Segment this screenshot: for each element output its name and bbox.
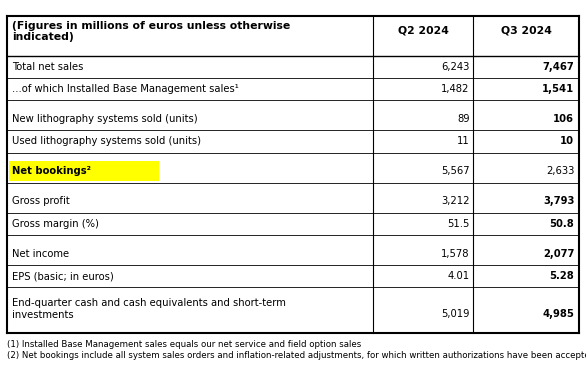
Text: New lithography systems sold (units): New lithography systems sold (units) <box>12 114 197 124</box>
Text: End-quarter cash and cash equivalents and short-term
investments: End-quarter cash and cash equivalents an… <box>12 298 285 320</box>
Text: 1,578: 1,578 <box>441 249 469 259</box>
Text: 3,212: 3,212 <box>441 196 469 207</box>
Text: Q3 2024: Q3 2024 <box>500 26 551 36</box>
Text: 5,019: 5,019 <box>441 309 469 319</box>
Text: Net bookings²: Net bookings² <box>12 166 91 176</box>
Text: 106: 106 <box>553 114 574 124</box>
Text: 2,077: 2,077 <box>543 249 574 259</box>
Text: (Figures in millions of euros unless otherwise
indicated): (Figures in millions of euros unless oth… <box>12 21 290 42</box>
Text: 11: 11 <box>457 136 469 146</box>
Text: 5.28: 5.28 <box>550 271 574 281</box>
Text: 1,541: 1,541 <box>542 84 574 94</box>
Text: Gross profit: Gross profit <box>12 196 70 207</box>
Text: 4,985: 4,985 <box>543 309 574 319</box>
Text: EPS (basic; in euros): EPS (basic; in euros) <box>12 271 114 281</box>
Text: 5,567: 5,567 <box>441 166 469 176</box>
Text: 1,482: 1,482 <box>441 84 469 94</box>
Text: 2,633: 2,633 <box>546 166 574 176</box>
Text: Net income: Net income <box>12 249 69 259</box>
Text: Q2 2024: Q2 2024 <box>398 26 448 36</box>
Text: 3,793: 3,793 <box>543 196 574 207</box>
Text: (1) Installed Base Management sales equals our net service and field option sale: (1) Installed Base Management sales equa… <box>7 340 362 349</box>
Text: (2) Net bookings include all system sales orders and inflation-related adjustmen: (2) Net bookings include all system sale… <box>7 351 586 360</box>
Text: ...of which Installed Base Management sales¹: ...of which Installed Base Management sa… <box>12 84 239 94</box>
Bar <box>9 161 159 181</box>
Text: 7,467: 7,467 <box>543 62 574 72</box>
Text: 50.8: 50.8 <box>550 219 574 229</box>
Text: 6,243: 6,243 <box>441 62 469 72</box>
Text: Total net sales: Total net sales <box>12 62 83 72</box>
Text: 89: 89 <box>457 114 469 124</box>
Text: 51.5: 51.5 <box>447 219 469 229</box>
Text: Used lithography systems sold (units): Used lithography systems sold (units) <box>12 136 201 146</box>
Text: Gross margin (%): Gross margin (%) <box>12 219 98 229</box>
Text: 4.01: 4.01 <box>448 271 469 281</box>
Text: 10: 10 <box>560 136 574 146</box>
